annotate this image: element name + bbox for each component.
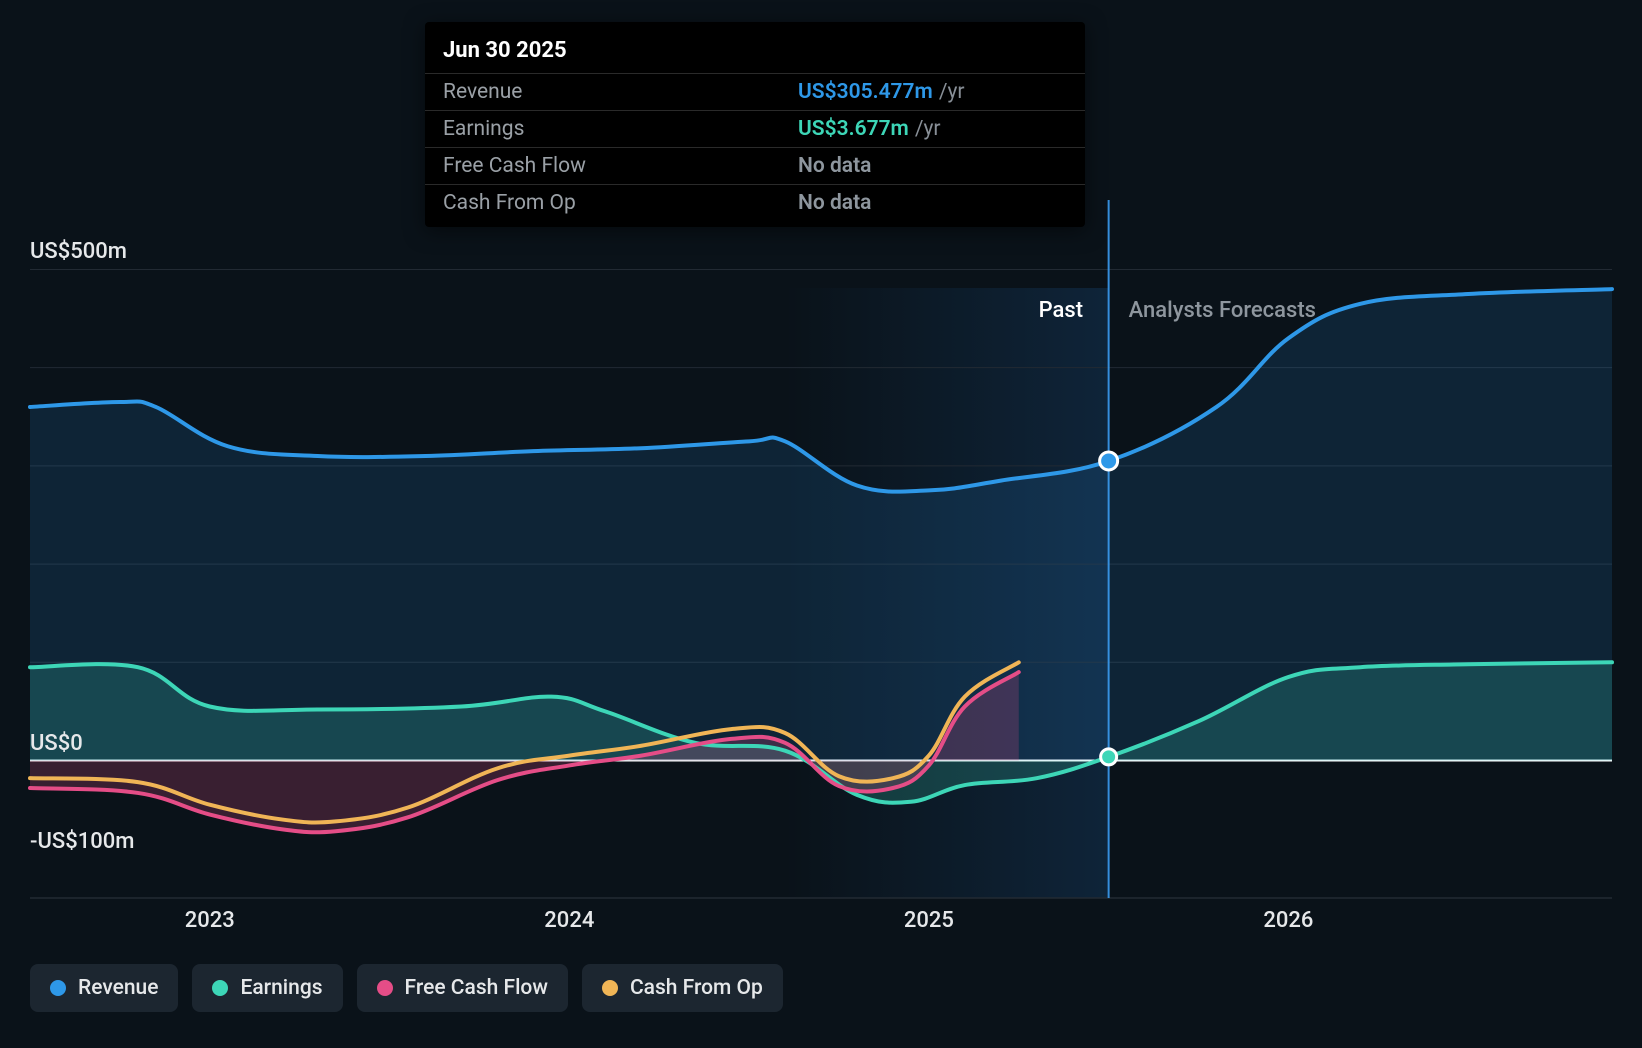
tooltip-date: Jun 30 2025 <box>425 34 1085 73</box>
legend-item-label: Free Cash Flow <box>405 976 548 1000</box>
tooltip-row-value: US$3.677m/yr <box>798 117 941 141</box>
legend-item-label: Cash From Op <box>630 976 763 1000</box>
legend-item-cfo[interactable]: Cash From Op <box>582 964 783 1012</box>
legend-item-label: Earnings <box>240 976 322 1000</box>
forecast-region-label: Analysts Forecasts <box>1129 298 1316 323</box>
earnings-revenue-chart[interactable]: US$500m US$0 -US$100m 2023 2024 2025 2026 Pas… <box>0 0 1642 1048</box>
tooltip-row-value: US$305.477m/yr <box>798 80 965 104</box>
tooltip-row: EarningsUS$3.677m/yr <box>425 110 1085 147</box>
tooltip-row-label: Revenue <box>443 80 798 104</box>
legend-item-fcf[interactable]: Free Cash Flow <box>357 964 568 1012</box>
hover-tooltip: Jun 30 2025 RevenueUS$305.477m/yrEarning… <box>425 22 1085 227</box>
x-axis-tick-label: 2026 <box>1263 908 1313 933</box>
y-axis-tick-label: -US$100m <box>30 829 134 854</box>
tooltip-row: Free Cash FlowNo data <box>425 147 1085 184</box>
legend-dot-icon <box>212 980 228 996</box>
legend-item-earnings[interactable]: Earnings <box>192 964 342 1012</box>
x-axis-tick-label: 2025 <box>904 908 954 933</box>
tooltip-row-label: Earnings <box>443 117 798 141</box>
legend-dot-icon <box>602 980 618 996</box>
tooltip-row: RevenueUS$305.477m/yr <box>425 73 1085 110</box>
tooltip-row-value: No data <box>798 154 871 178</box>
tooltip-row-value: No data <box>798 191 871 215</box>
legend-dot-icon <box>50 980 66 996</box>
past-region-label: Past <box>1039 298 1083 323</box>
y-axis-tick-label: US$0 <box>30 731 83 756</box>
legend-dot-icon <box>377 980 393 996</box>
x-axis-tick-label: 2023 <box>185 908 235 933</box>
tooltip-row-label: Cash From Op <box>443 191 798 215</box>
legend-item-label: Revenue <box>78 976 158 1000</box>
legend-item-revenue[interactable]: Revenue <box>30 964 178 1012</box>
tooltip-row: Cash From OpNo data <box>425 184 1085 221</box>
x-axis-tick-label: 2024 <box>544 908 594 933</box>
tooltip-row-label: Free Cash Flow <box>443 154 798 178</box>
chart-legend: Revenue Earnings Free Cash Flow Cash From O… <box>30 964 783 1012</box>
y-axis-tick-label: US$500m <box>30 239 127 264</box>
